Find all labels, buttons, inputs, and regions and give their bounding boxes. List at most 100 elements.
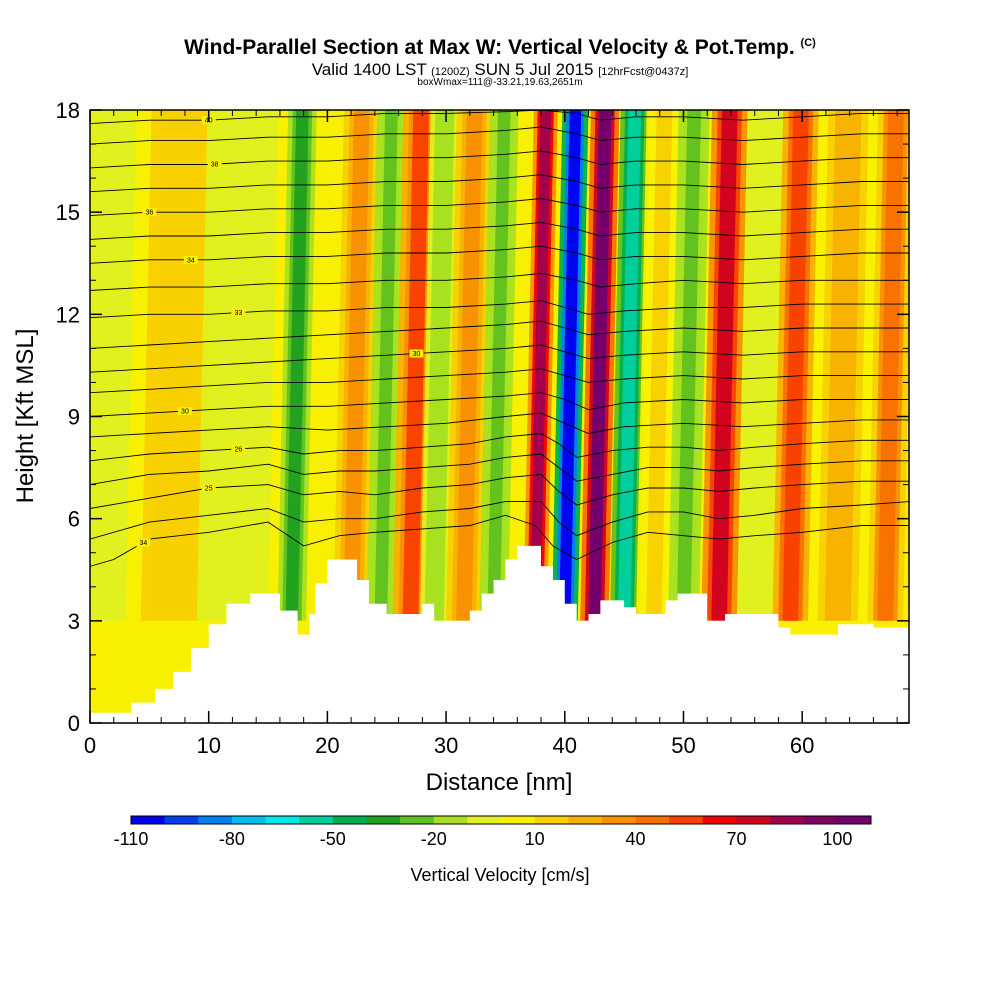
velocity-band xyxy=(668,110,710,621)
colorbar-swatch xyxy=(837,816,872,824)
velocity-band-tier xyxy=(588,110,612,621)
colorbar-swatch xyxy=(231,816,267,824)
x-tick-label: 50 xyxy=(671,733,695,758)
x-tick-label: 60 xyxy=(790,733,814,758)
x-tick-label: 40 xyxy=(553,733,577,758)
colorbar-swatch xyxy=(501,816,536,824)
isentrope-line xyxy=(90,273,909,291)
velocity-band xyxy=(196,110,279,621)
colorbar-swatch xyxy=(198,816,233,824)
isentrope-label: 25 xyxy=(205,486,213,493)
colorbar-swatch xyxy=(601,816,637,824)
isentrope-label-bg xyxy=(231,444,246,453)
box-info-line: boxWmax=111@-33.21,19.63,2651m xyxy=(417,77,583,88)
colorbar-tick-label: -80 xyxy=(219,829,245,849)
colorbar: -110 -80 -50 -20 10 40 70 100 xyxy=(114,815,872,849)
isentrope-label-bg xyxy=(231,308,246,317)
isentrope-label-bg xyxy=(183,255,198,264)
velocity-band-tier xyxy=(711,110,738,621)
colorbar-swatch xyxy=(164,816,199,824)
isentrope-line xyxy=(90,392,909,417)
velocity-band-tier xyxy=(343,110,370,621)
velocity-band xyxy=(772,110,819,621)
colorbar-swatch xyxy=(299,816,334,824)
velocity-band xyxy=(125,110,232,621)
colorbar-swatch xyxy=(736,816,771,824)
colorbar-tick-label: -50 xyxy=(320,829,346,849)
isentrope-label: 30 xyxy=(413,351,421,358)
colorbar-swatch xyxy=(433,816,468,824)
chart-title: Wind-Parallel Section at Max W: Vertical… xyxy=(184,36,816,59)
y-tick-label: 3 xyxy=(68,609,80,634)
colorbar-swatch xyxy=(265,816,300,824)
colorbar-swatch xyxy=(534,816,569,824)
colorbar-swatch xyxy=(332,816,367,824)
y-tick-label: 0 xyxy=(68,711,80,736)
isentrope-line xyxy=(90,150,909,169)
isentrope-label: 34 xyxy=(187,257,195,264)
colorbar-swatch xyxy=(803,816,838,824)
y-tick-label: 9 xyxy=(68,405,80,430)
velocity-band xyxy=(277,110,317,621)
isentrope-label-bg xyxy=(409,349,424,358)
colorbar-tick-label: 10 xyxy=(525,829,545,849)
velocity-band-tier xyxy=(782,110,809,621)
y-axis-title: Height [Kft MSL] xyxy=(12,329,39,504)
colorbar-tick-label: -110 xyxy=(114,829,149,849)
velocity-band-tier xyxy=(402,110,429,621)
isentrope-label: 26 xyxy=(234,446,242,453)
colorbar-tick-label: 100 xyxy=(822,829,852,849)
velocity-band xyxy=(523,110,558,621)
velocity-band xyxy=(736,110,784,621)
colorbar-title: Vertical Velocity [cm/s] xyxy=(410,865,589,885)
velocity-band xyxy=(867,110,909,621)
isentrope-label-bg xyxy=(207,160,222,169)
velocity-band xyxy=(580,110,620,621)
colorbar-swatch xyxy=(770,816,805,824)
velocity-band-tier xyxy=(646,110,673,621)
isentrope-line xyxy=(90,110,909,125)
velocity-band-tier xyxy=(487,110,511,621)
isentrope-label-bg xyxy=(177,407,192,416)
colorbar-swatch xyxy=(400,816,435,824)
x-tick-label: 30 xyxy=(434,733,458,758)
colorbar-frame xyxy=(130,815,872,825)
velocity-band-tier xyxy=(676,110,701,621)
isentrope-line xyxy=(90,368,909,394)
isentrope-line xyxy=(90,300,909,319)
isentrope-line xyxy=(90,412,909,438)
velocity-band-tier xyxy=(559,110,582,621)
valid-time-line: Valid 1400 LST (1200Z) SUN 5 Jul 2015 [1… xyxy=(311,60,689,79)
x-axis-title: Distance [nm] xyxy=(426,769,573,796)
colorbar-swatch xyxy=(635,816,670,824)
colorbar-swatch xyxy=(669,816,704,824)
velocity-band-tier xyxy=(285,110,309,621)
colorbar-tick-label: -20 xyxy=(421,829,447,849)
velocity-band-tier xyxy=(152,110,205,621)
isentrope-label: 36 xyxy=(145,210,153,217)
velocity-band-tier xyxy=(824,110,862,621)
velocity-band xyxy=(808,110,879,621)
colorbar-swatch xyxy=(467,816,502,824)
velocity-band-tier xyxy=(216,110,259,621)
isentrope-label: 34 xyxy=(140,540,148,547)
y-tick-label: 18 xyxy=(56,98,80,123)
isentrope-label: 33 xyxy=(234,310,242,317)
velocity-band-tier xyxy=(746,110,774,621)
velocity-band-tier xyxy=(456,110,483,621)
isentrope-line xyxy=(90,514,909,567)
velocity-band xyxy=(479,110,519,621)
isentrope-line xyxy=(90,453,909,486)
y-tick-label: 12 xyxy=(56,302,80,327)
isentrope-label-bg xyxy=(142,208,157,217)
x-tick-label: 0 xyxy=(84,733,96,758)
isentrope-line xyxy=(90,198,909,217)
colorbar-tick-label: 70 xyxy=(726,829,746,849)
isentrope-label-bg xyxy=(201,484,216,493)
velocity-band xyxy=(701,110,748,621)
velocity-band xyxy=(333,110,380,621)
colorbar-swatch xyxy=(568,816,603,824)
velocity-band xyxy=(446,110,493,621)
velocity-band-tier xyxy=(877,110,904,621)
